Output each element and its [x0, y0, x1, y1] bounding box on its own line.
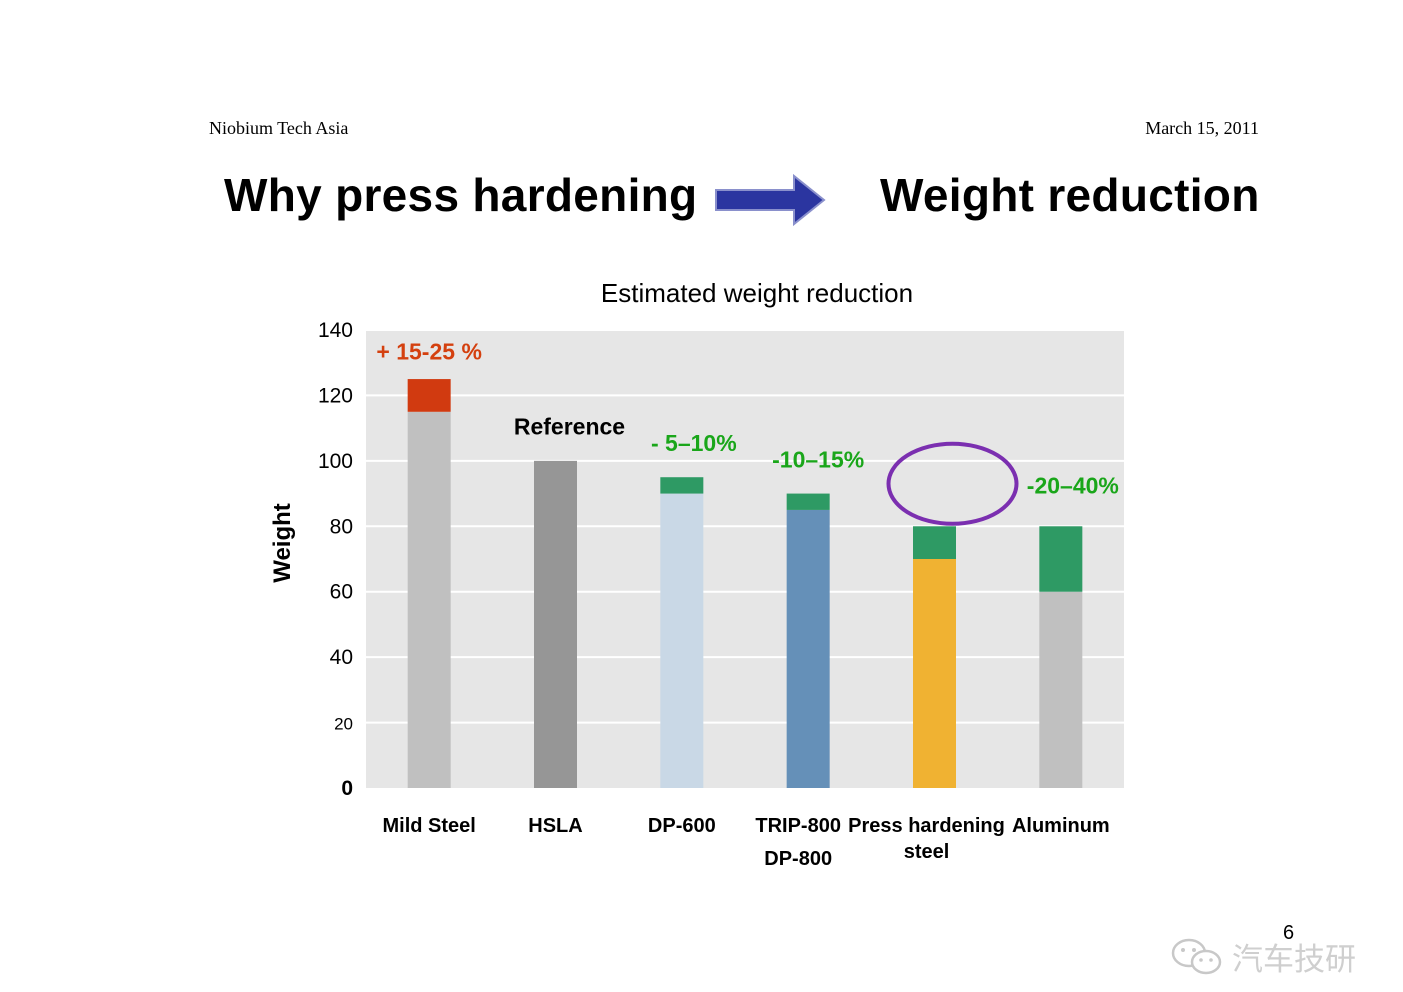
header-org: Niobium Tech Asia: [209, 118, 349, 138]
bar-annotation: -20–40%: [1027, 473, 1119, 499]
plot-area: [366, 330, 1124, 788]
x-tick-label-line2: DP-800: [764, 848, 832, 870]
slide-title-left: Why press hardening: [224, 169, 698, 221]
y-axis-label: Weight: [269, 503, 296, 583]
bar-base: [1039, 591, 1083, 788]
bar-base: [534, 460, 577, 788]
bar-annotation: Reference: [514, 414, 625, 440]
x-tick-label: Mild Steel: [382, 815, 475, 837]
bar-annotation: + 15-25 %: [376, 338, 482, 364]
bar-delta: [1039, 526, 1083, 592]
y-tick-label: 100: [318, 450, 353, 473]
chart-title: Estimated weight reduction: [601, 278, 913, 308]
watermark-text: 汽车技研: [1232, 942, 1356, 978]
bar-annotation: -10–15%: [772, 446, 864, 472]
bar-delta: [913, 526, 956, 559]
right-arrow-icon: [715, 173, 826, 227]
y-tick-label: 140: [318, 319, 353, 342]
bar-base: [407, 411, 451, 788]
bar-base: [660, 493, 704, 788]
slide-title-right: Weight reduction: [880, 169, 1260, 221]
x-tick-label: TRIP-800: [755, 815, 841, 837]
wechat-icon: [1171, 938, 1222, 974]
bar-base: [786, 509, 830, 788]
highlight-circle: [886, 441, 1019, 526]
bar-delta: [660, 477, 704, 494]
x-tick-label: DP-600: [648, 815, 716, 837]
x-tick-label: HSLA: [528, 815, 582, 837]
page-number: 6: [1283, 922, 1295, 944]
y-tick-label: 60: [330, 581, 353, 604]
x-tick-label: Press hardening: [848, 815, 1005, 837]
y-tick-label: 80: [330, 515, 353, 538]
bar-base: [913, 559, 956, 788]
bar-delta: [786, 493, 830, 510]
bar-delta: [407, 379, 451, 412]
watermark: 汽车技研: [1170, 934, 1356, 979]
y-tick-label: 120: [318, 384, 353, 407]
y-tick-label: 20: [334, 715, 353, 734]
header-date: March 15, 2011: [1145, 118, 1259, 138]
y-tick-label: 40: [330, 646, 353, 669]
x-tick-label: Aluminum: [1012, 815, 1110, 837]
bar-annotation: - 5–10%: [651, 430, 737, 456]
y-tick-label: 0: [341, 777, 353, 800]
x-tick-label-line2: steel: [904, 841, 950, 863]
